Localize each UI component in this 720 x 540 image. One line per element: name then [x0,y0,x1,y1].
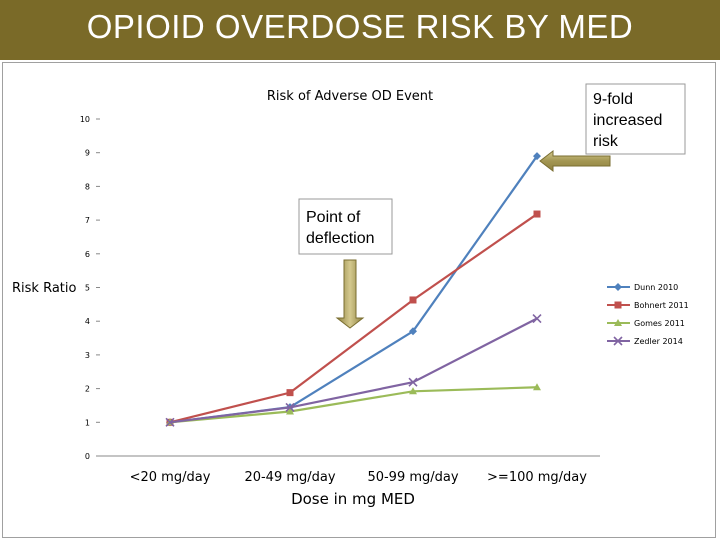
legend-label-dunn-2010: Dunn 2010 [634,283,678,292]
y-tick-label-4: 4 [85,317,90,326]
data-point-gomes-2011-2 [409,387,417,395]
ninefold-callout: 9-fold increased risk [585,83,686,155]
legend-marker-bohnert-2011 [614,301,622,309]
data-point-bohnert-2011-2 [409,296,417,304]
deflection-callout-line-2: deflection [306,230,375,247]
series-zedler-2014 [165,313,542,427]
series-line-gomes-2011 [169,386,538,424]
y-tick-label-7: 7 [85,216,90,225]
title-bar [0,0,720,60]
data-point-gomes-2011-3 [533,383,541,391]
x-axis: <20 mg/day 20-49 mg/day 50-99 mg/day >=100 … [100,455,600,485]
data-point-zedler-2014-2 [408,377,418,387]
data-point-bohnert-2011-3 [533,210,541,218]
x-axis-label: Dose in mg MED [291,490,415,508]
y-tick-label-10: 10 [80,115,90,124]
legend-label-zedler-2014: Zedler 2014 [634,337,683,346]
data-point-zedler-2014-0-b [165,417,175,427]
y-tick-label-0: 0 [85,452,90,461]
ninefold-callout-line-1: 9-fold [593,91,633,108]
slide-title: OPIOID OVERDOSE RISK BY MED [86,8,634,45]
data-point-gomes-2011-1 [286,407,294,415]
data-point-zedler-2014-0 [165,417,175,427]
series-line-bohnert-2011 [169,213,538,424]
legend-marker-zedler-2014 [613,336,623,346]
x-tick-label: <20 mg/day [130,470,211,485]
deflection-callout-line-1: Point of [306,209,361,226]
ninefold-arrow [539,149,611,173]
y-axis-label: Risk Ratio [12,281,77,296]
y-tick-label-3: 3 [85,351,90,360]
deflection-callout: Point of deflection [298,198,393,255]
legend-label-gomes-2011: Gomes 2011 [634,319,685,328]
series-line-zedler-2014 [169,317,538,424]
data-point-dunn-2010-3 [533,152,541,161]
ninefold-callout-line-2: increased [593,112,662,129]
legend-marker-gomes-2011 [614,319,622,326]
data-point-zedler-2014-1 [285,402,295,413]
y-tick-label-6: 6 [85,250,90,259]
x-tick-label: 50-99 mg/day [367,470,458,485]
deflection-arrow [335,259,365,329]
y-axis: 0 1 2 3 4 5 6 7 8 9 10 [80,115,100,461]
data-point-dunn-2010-2 [409,327,417,336]
legend: Dunn 2010 Bohnert 2011 Gomes 2011 Zedler 20… [607,283,689,346]
data-point-bohnert-2011-1 [286,389,294,397]
chart-title: Risk of Adverse OD Event [267,89,433,104]
y-tick-label-9: 9 [85,149,90,158]
y-tick-label-8: 8 [85,182,90,191]
data-point-zedler-2014-3-b [532,313,542,324]
x-tick-label: >=100 mg/day [487,470,587,485]
data-point-zedler-2014-1-b [285,402,295,413]
data-point-zedler-2014-2-b [408,377,418,387]
legend-marker-dunn-2010 [614,283,622,291]
legend-marker-zedler-2014-b [613,336,623,346]
series-gomes-2011 [166,383,541,426]
data-point-zedler-2014-3 [532,313,542,324]
y-tick-label-2: 2 [85,385,90,394]
series-layer [165,152,542,427]
legend-label-bohnert-2011: Bohnert 2011 [634,301,689,310]
y-tick-label-1: 1 [85,418,90,427]
x-tick-label: 20-49 mg/day [244,470,335,485]
ninefold-callout-line-3: risk [593,133,619,150]
y-tick-label-5: 5 [85,284,90,293]
